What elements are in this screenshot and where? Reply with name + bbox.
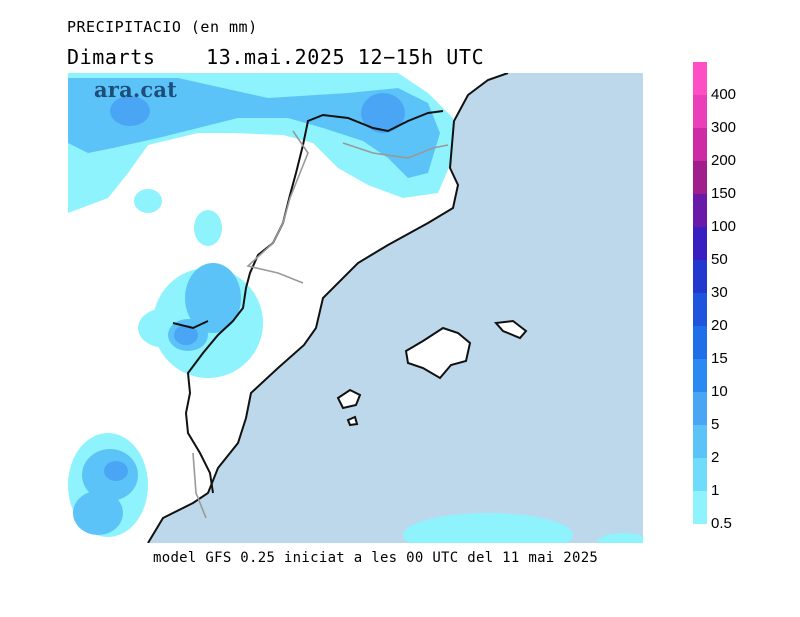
legend-swatch bbox=[693, 161, 707, 194]
forecast-day: Dimarts bbox=[67, 45, 156, 69]
legend-swatch bbox=[693, 128, 707, 161]
legend-label: 400 bbox=[711, 86, 737, 103]
legend-label: 200 bbox=[711, 152, 737, 169]
legend-label: 50 bbox=[711, 251, 728, 268]
legend-swatch bbox=[693, 326, 707, 359]
legend-swatch bbox=[693, 194, 707, 227]
legend-label: 150 bbox=[711, 185, 737, 202]
coastline bbox=[147, 73, 509, 543]
legend-swatch bbox=[693, 458, 707, 491]
legend-label: 30 bbox=[711, 284, 728, 301]
legend-label: 100 bbox=[711, 218, 737, 235]
legend-label: 20 bbox=[711, 317, 728, 334]
legend-swatch bbox=[693, 227, 707, 260]
balearic-islands bbox=[336, 319, 528, 427]
legend-swatch bbox=[693, 425, 707, 458]
legend-label: 1 bbox=[711, 482, 720, 499]
legend-label: 10 bbox=[711, 383, 728, 400]
model-footer: model GFS 0.25 iniciat a les 00 UTC del … bbox=[153, 550, 599, 566]
forecast-date: 13.mai.2025 bbox=[206, 45, 346, 69]
regional-borders bbox=[192, 130, 449, 519]
legend-swatch bbox=[693, 392, 707, 425]
legend-label: 15 bbox=[711, 350, 728, 367]
legend-label: 5 bbox=[711, 416, 720, 433]
legend-swatch bbox=[693, 491, 707, 524]
precipitation-map bbox=[68, 73, 643, 543]
legend-swatch bbox=[693, 293, 707, 326]
legend-label: 2 bbox=[711, 449, 720, 466]
legend-swatch bbox=[693, 260, 707, 293]
precipitation-heavy bbox=[104, 93, 405, 481]
legend-label: 300 bbox=[711, 119, 737, 136]
forecast-time: Dimarts 13.mai.2025 12−15h UTC bbox=[67, 45, 484, 69]
legend-swatch bbox=[693, 62, 707, 95]
legend-swatch bbox=[693, 359, 707, 392]
legend-swatch bbox=[693, 95, 707, 128]
sea bbox=[148, 73, 643, 543]
map-title: PRECIPITACIO (en mm) bbox=[67, 18, 258, 36]
ara-cat-logo: ara.cat bbox=[94, 77, 178, 102]
legend-label: 0.5 bbox=[711, 515, 732, 532]
forecast-hours: 12−15h UTC bbox=[357, 45, 485, 69]
